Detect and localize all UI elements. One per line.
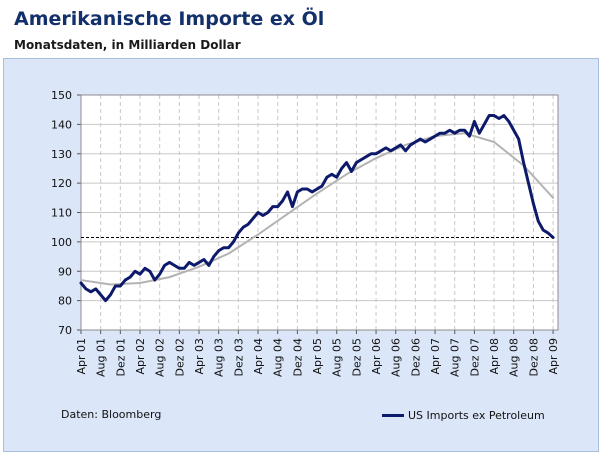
header: Amerikanische Importe ex Öl Monatsdaten,… — [0, 0, 604, 58]
x-tick-label: Aug 01 — [95, 338, 108, 377]
legend: US Imports ex Petroleum — [382, 408, 545, 422]
x-tick-label: Aug 08 — [508, 338, 521, 377]
x-tick-label: Apr 01 — [75, 338, 88, 375]
data-source: Daten: Bloomberg — [61, 408, 162, 421]
x-tick-label: Dez 07 — [468, 338, 481, 377]
x-tick-label: Dez 03 — [232, 338, 245, 377]
x-tick-label: Dez 01 — [114, 338, 127, 377]
x-tick-label: Apr 06 — [370, 338, 383, 375]
x-tick-label: Dez 02 — [173, 338, 186, 377]
y-tick-label: 110 — [51, 207, 72, 220]
x-tick-label: Aug 06 — [390, 338, 403, 377]
y-tick-label: 70 — [58, 324, 72, 337]
series-line-us-imports — [79, 114, 555, 303]
x-tick-label: Apr 08 — [488, 338, 501, 375]
x-tick-label: Aug 05 — [331, 338, 344, 377]
x-tick-label: Apr 09 — [547, 338, 560, 375]
legend-swatch — [382, 413, 404, 417]
y-tick-label: 130 — [51, 148, 72, 161]
x-tick-label: Aug 04 — [272, 338, 285, 377]
chart-subtitle: Monatsdaten, in Milliarden Dollar — [14, 38, 241, 52]
x-tick-label: Apr 04 — [252, 338, 265, 375]
y-tick-label: 100 — [51, 236, 72, 249]
plot-border — [80, 94, 559, 331]
x-tick-label: Apr 02 — [134, 338, 147, 375]
x-tick-label: Aug 02 — [154, 338, 167, 377]
x-tick-label: Aug 07 — [449, 338, 462, 377]
chart-panel: 70 80 90 100 110 120 130 140 150 Apr 01 Aug 01 Dez … — [3, 58, 599, 452]
trend-line — [80, 132, 555, 286]
x-tick-label: Dez 08 — [527, 338, 540, 377]
y-tick-label: 140 — [51, 118, 72, 131]
x-tick-label: Apr 03 — [193, 338, 206, 375]
y-tick-label: 120 — [51, 177, 72, 190]
x-tick-label: Apr 05 — [311, 338, 324, 375]
y-tick-label: 80 — [58, 295, 72, 308]
y-tick-label: 90 — [58, 265, 72, 278]
x-tick-label: Apr 07 — [429, 338, 442, 375]
x-tick-label: Aug 03 — [213, 338, 226, 377]
x-tick-label: Dez 04 — [291, 338, 304, 377]
x-tick-label: Dez 05 — [350, 338, 363, 377]
chart-title: Amerikanische Importe ex Öl — [14, 8, 325, 30]
chart-svg: 70 80 90 100 110 120 130 140 150 Apr 01 Aug 01 Dez … — [51, 89, 560, 377]
x-tick-label: Dez 06 — [409, 338, 422, 377]
legend-label: US Imports ex Petroleum — [408, 408, 545, 422]
y-tick-label: 150 — [51, 89, 72, 102]
